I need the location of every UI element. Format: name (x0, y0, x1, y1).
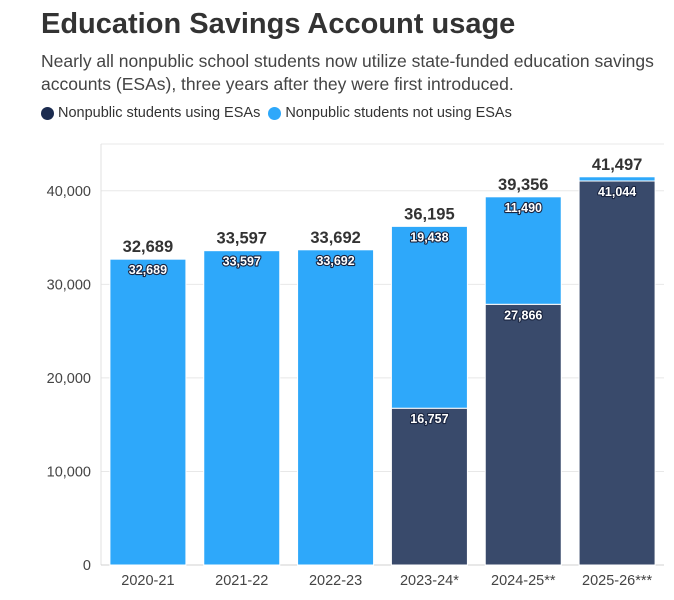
legend-item-using-esas[interactable]: Nonpublic students using ESAs (41, 105, 260, 121)
x-tick-label: 2023-24* (400, 573, 459, 589)
bar-using-esas[interactable] (390, 407, 468, 566)
bar-total-label: 36,195 (404, 205, 454, 223)
x-tick-label: 2024-25** (491, 573, 556, 589)
bar-total-label: 39,356 (498, 176, 548, 194)
bar-total-label: 33,597 (217, 230, 267, 248)
bar-data-label: 41,044 (598, 185, 636, 199)
legend-dot-using-esas (41, 106, 54, 120)
y-tick-label: 10,000 (47, 464, 91, 480)
bar-using-esas[interactable] (578, 180, 656, 566)
bar-not-using-esas[interactable] (203, 250, 281, 566)
legend-label-using-esas: Nonpublic students using ESAs (58, 105, 261, 121)
y-tick-label: 30,000 (47, 277, 91, 293)
x-tick-label: 2022-23 (309, 573, 362, 589)
bar-using-esas[interactable] (484, 303, 562, 566)
bar-data-label: 32,689 (129, 263, 167, 277)
bar-total-label: 33,692 (310, 229, 360, 247)
bar-data-label: 27,866 (504, 308, 542, 322)
x-tick-label: 2025-26*** (582, 573, 652, 589)
legend: Nonpublic students using ESAs Nonpublic … (41, 105, 520, 121)
bar-data-label: 11,490 (504, 201, 542, 215)
chart-title: Education Savings Account usage (41, 8, 516, 40)
bar-not-using-esas[interactable] (484, 196, 562, 305)
bar-total-label: 41,497 (592, 156, 642, 174)
bar-total-label: 32,689 (123, 238, 173, 256)
bar-data-label: 16,757 (410, 412, 448, 426)
bar-data-label: 33,692 (316, 254, 354, 268)
chart-subtitle: Nearly all nonpublic school students now… (41, 51, 654, 94)
bar-not-using-esas[interactable] (109, 258, 187, 566)
bar-data-label: 33,597 (223, 255, 261, 269)
y-tick-label: 20,000 (47, 371, 91, 387)
bar-not-using-esas[interactable] (578, 176, 656, 182)
legend-item-not-using-esas[interactable]: Nonpublic students not using ESAs (268, 105, 512, 121)
legend-dot-not-using-esas (268, 106, 282, 120)
x-tick-label: 2021-22 (215, 573, 268, 589)
y-tick-label: 0 (83, 558, 91, 574)
x-tick-label: 2020-21 (121, 573, 174, 589)
bar-data-label: 19,438 (410, 230, 448, 244)
y-tick-label: 40,000 (47, 184, 91, 200)
legend-label-not-using-esas: Nonpublic students not using ESAs (285, 105, 512, 121)
bar-not-using-esas[interactable] (390, 225, 468, 409)
bar-not-using-esas[interactable] (297, 249, 375, 566)
